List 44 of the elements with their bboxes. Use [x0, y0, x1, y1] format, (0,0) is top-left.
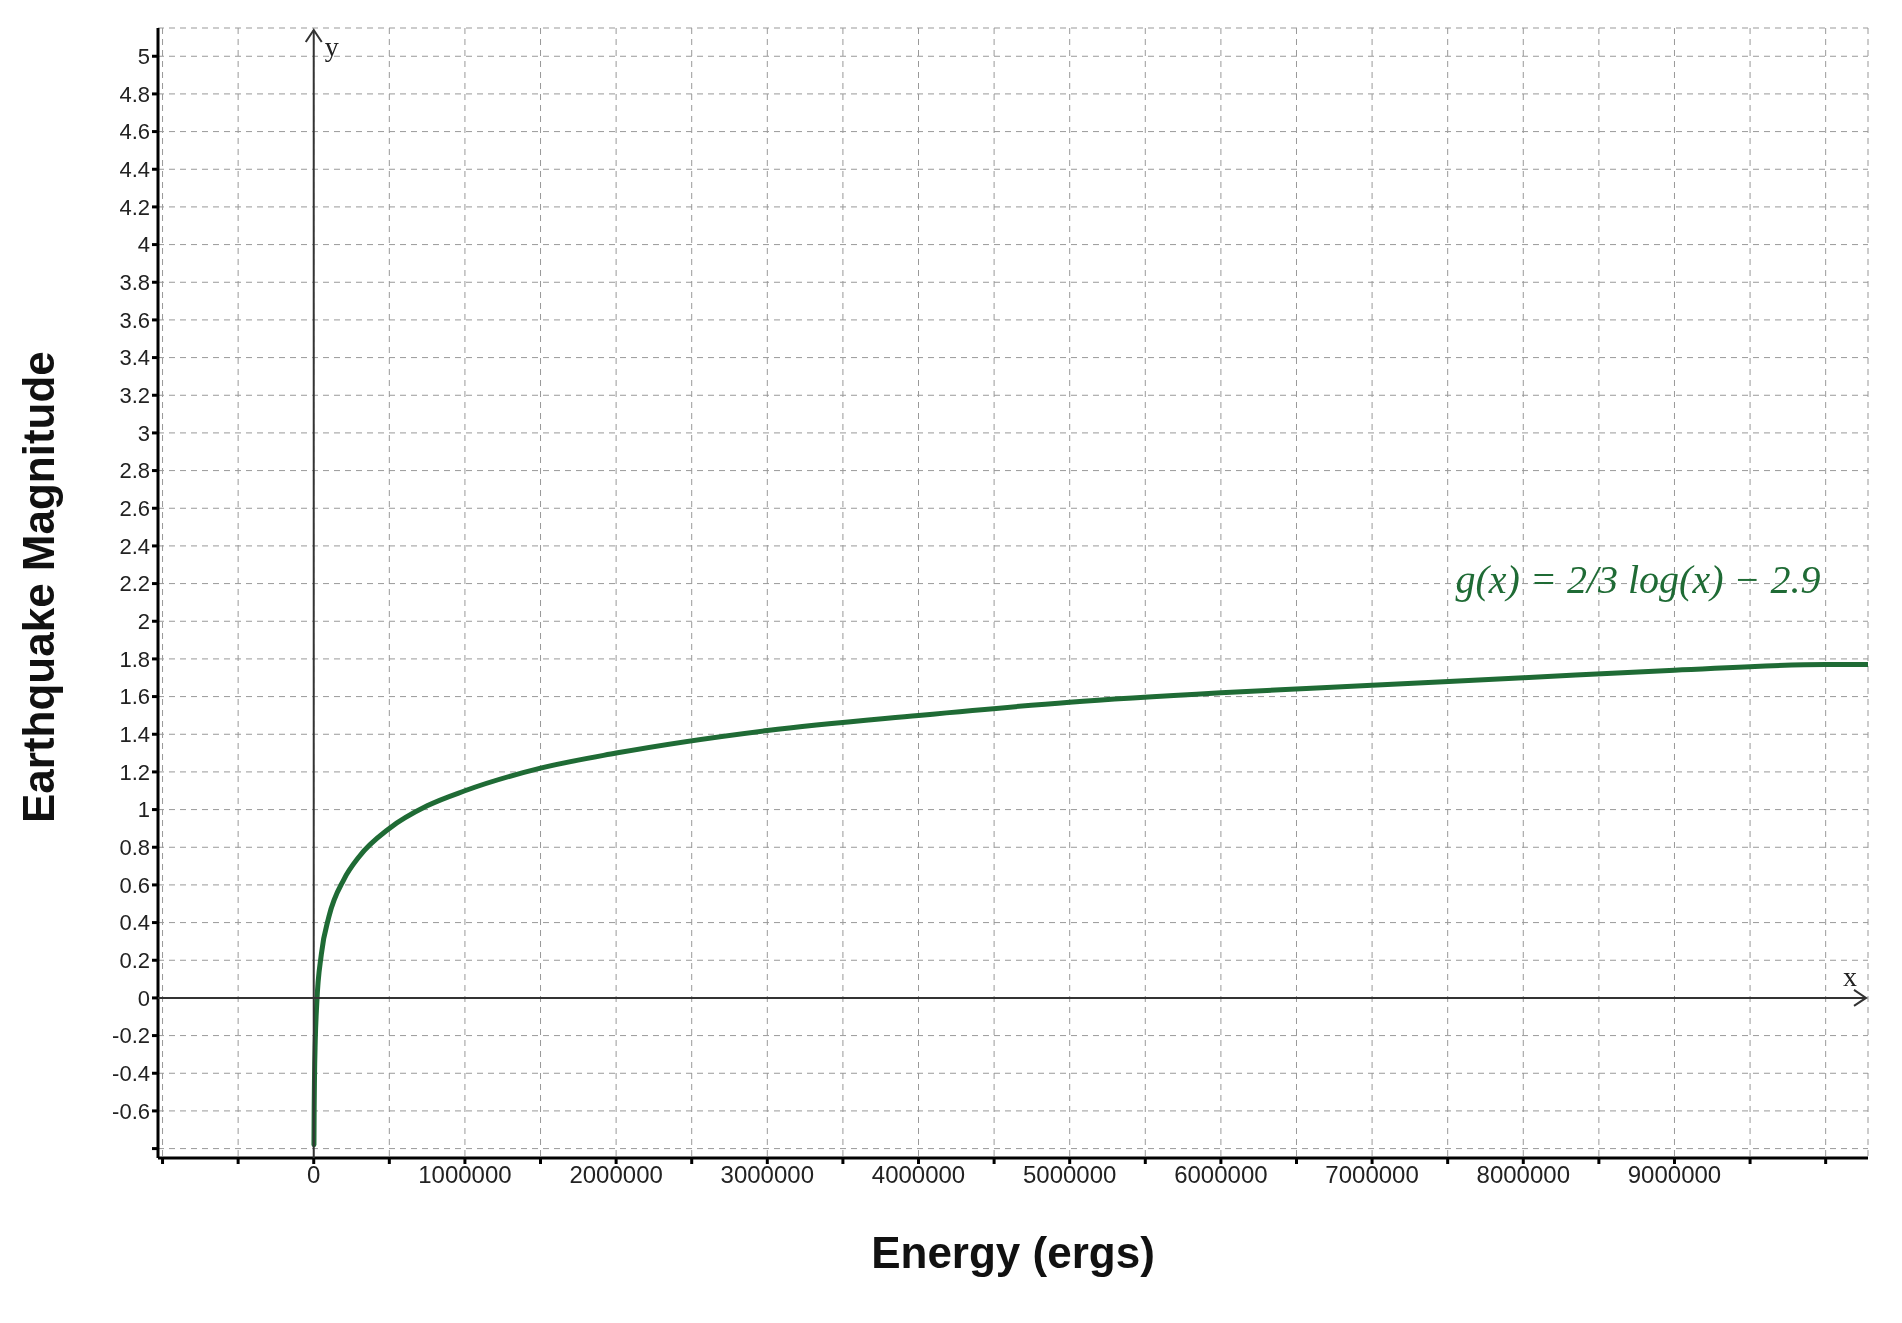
- x-tick-label: 8000000: [1476, 1161, 1570, 1189]
- y-tick-label: 4.6: [119, 119, 150, 145]
- y-tick-label: 1.2: [119, 759, 150, 785]
- y-tick-label: 4.4: [119, 157, 150, 183]
- y-tick-label: 0.4: [119, 910, 150, 936]
- y-tick-label: 0.2: [119, 948, 150, 974]
- y-tick-label: 3.6: [119, 307, 150, 333]
- y-tick-label: 4.2: [119, 194, 150, 220]
- y-tick-label: -0.2: [112, 1023, 150, 1049]
- x-tick-label: 6000000: [1174, 1161, 1268, 1189]
- x-tick-label: 0: [307, 1161, 321, 1189]
- y-tick-label: 1: [137, 797, 150, 823]
- y-tick-label: -0.6: [112, 1098, 150, 1124]
- annotation: y: [324, 31, 339, 63]
- x-tick-label: 2000000: [569, 1161, 663, 1189]
- y-tick-label: 3: [137, 420, 150, 446]
- y-tick-label: 0.6: [119, 872, 150, 898]
- y-tick-label: 2.6: [119, 496, 150, 522]
- y-tick-label: 4.8: [119, 81, 150, 107]
- y-tick-label: 0.8: [119, 835, 150, 861]
- y-tick-label: 3.8: [119, 270, 150, 296]
- y-tick-label: 3.4: [119, 345, 150, 371]
- y-tick-label: 3.2: [119, 383, 150, 409]
- y-tick-label: 2.2: [119, 571, 150, 597]
- x-tick-label: 9000000: [1627, 1161, 1722, 1189]
- y-tick-label: -0.4: [112, 1061, 150, 1087]
- y-tick-label: 2: [137, 609, 150, 635]
- y-tick-label: 1.4: [119, 722, 150, 748]
- x-tick-label: 7000000: [1325, 1161, 1419, 1189]
- y-tick-label: 0: [137, 985, 150, 1011]
- annotation: g(x) = 2/3 log(x) − 2.9: [1455, 556, 1821, 602]
- y-tick-label: 4: [137, 232, 150, 258]
- annotation: x: [1843, 961, 1857, 993]
- x-tick-label: 3000000: [720, 1161, 815, 1189]
- x-tick-label: 4000000: [871, 1161, 966, 1189]
- y-tick-label: 2.4: [119, 533, 150, 559]
- y-tick-label: 1.8: [119, 646, 150, 672]
- y-axis-title: Earthquake Magnitude: [13, 351, 63, 823]
- y-tick-label: 5: [137, 44, 150, 70]
- y-tick-label: 1.6: [119, 684, 150, 710]
- x-axis-title: Energy (ergs): [871, 1228, 1155, 1277]
- y-tick-label: 2.8: [119, 458, 150, 484]
- x-tick-label: 5000000: [1022, 1161, 1117, 1189]
- x-tick-label: 1000000: [418, 1161, 512, 1189]
